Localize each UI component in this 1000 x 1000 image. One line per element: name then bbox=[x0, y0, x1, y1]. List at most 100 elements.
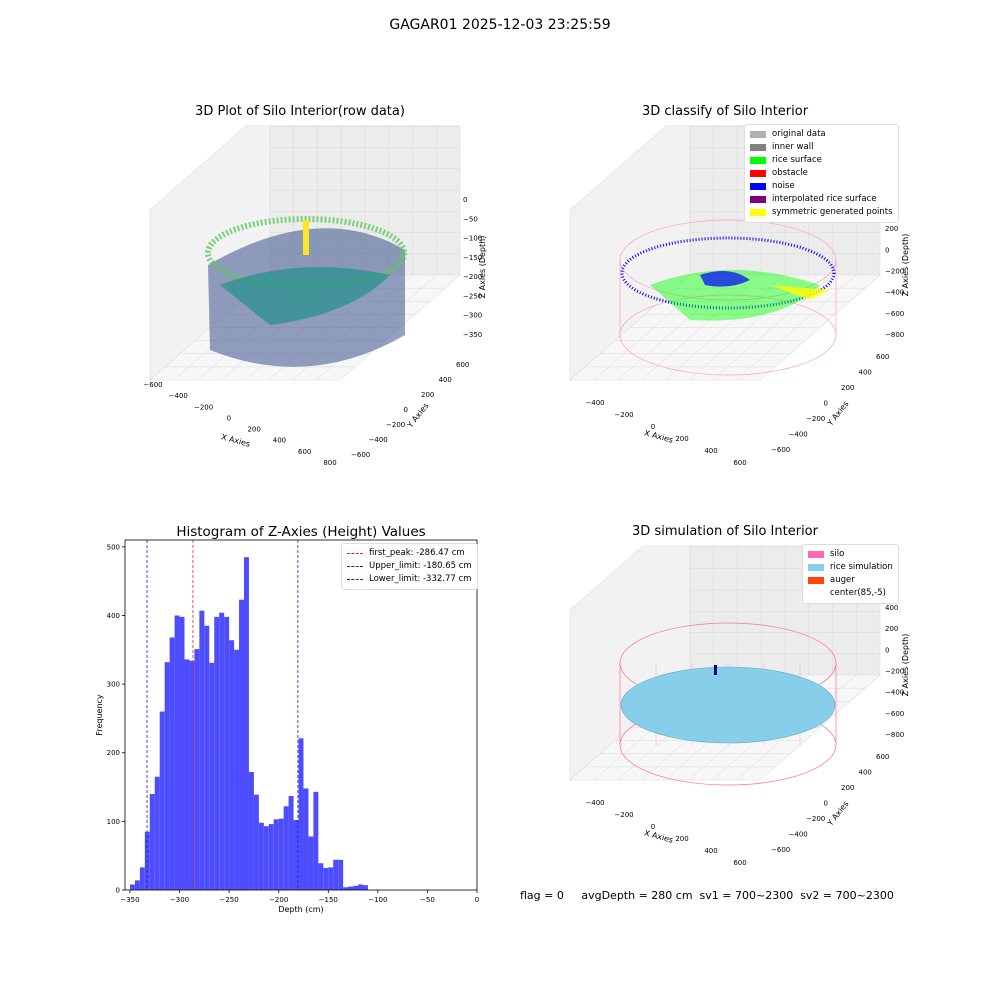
histogram-bar bbox=[219, 612, 225, 890]
y-tick-label: 500 bbox=[107, 543, 120, 551]
x-tick-label: 600 bbox=[298, 448, 311, 456]
y-tick-label: 200 bbox=[841, 784, 854, 792]
z-tick-label: −200 bbox=[885, 268, 904, 276]
x-tick-label: −400 bbox=[585, 399, 604, 407]
histogram-bar bbox=[239, 599, 244, 890]
histogram-bar bbox=[328, 867, 334, 890]
x-tick-label: 200 bbox=[675, 835, 688, 843]
y-tick-label: −400 bbox=[789, 431, 808, 439]
legend-label: symmetric generated points bbox=[772, 207, 893, 217]
z-tick-label: 0 bbox=[463, 196, 467, 204]
histogram-bar bbox=[348, 886, 354, 890]
x-tick-label: 800 bbox=[323, 459, 336, 467]
legend-swatch bbox=[808, 564, 824, 571]
z-tick-label: −400 bbox=[885, 689, 904, 697]
y-tick-label: 400 bbox=[859, 769, 872, 777]
histogram-bar bbox=[224, 616, 230, 890]
legend-label: center(85,-5) bbox=[830, 588, 886, 598]
histogram-bar bbox=[313, 791, 319, 890]
histogram-bar bbox=[273, 819, 279, 890]
histogram-bar bbox=[159, 711, 165, 890]
histogram-bar bbox=[134, 880, 140, 890]
simulation-plot-title: 3D simulation of Silo Interior bbox=[632, 524, 818, 539]
z-tick-label: −250 bbox=[463, 292, 482, 300]
histogram-bar bbox=[189, 660, 195, 890]
x-tick-label: −200 bbox=[614, 811, 633, 819]
legend-label: noise bbox=[772, 181, 795, 191]
x-tick-label: −50 bbox=[420, 896, 435, 904]
x-tick-label: 0 bbox=[651, 823, 655, 831]
y-tick-label: 0 bbox=[824, 800, 828, 808]
y-tick-label: 300 bbox=[107, 681, 120, 689]
x-axis-label: X Axies bbox=[643, 428, 674, 444]
obstacle-cloud bbox=[303, 220, 309, 255]
histogram-bar bbox=[179, 616, 185, 890]
histogram-bar bbox=[229, 640, 235, 890]
legend-item: noise bbox=[750, 180, 893, 193]
simulation-legend: silo rice simulation auger center(85,-5) bbox=[802, 544, 899, 604]
legend-item: interpolated rice surface bbox=[750, 193, 893, 206]
legend-label: Upper_limit: -180.65 cm bbox=[369, 561, 472, 571]
histogram-chart: −350 −300 −250 −200 −150 −100 −50 0 0 100 200 300 40… bbox=[95, 539, 479, 914]
y-tick-label: 200 bbox=[421, 391, 434, 399]
z-axis-label: Z Axies (Depth) bbox=[478, 236, 487, 299]
legend-item: Upper_limit: -180.65 cm bbox=[347, 560, 472, 573]
z-tick-label: −350 bbox=[463, 331, 482, 339]
histogram-bar bbox=[154, 776, 160, 890]
x-tick-label: 0 bbox=[651, 423, 655, 431]
histogram-bar bbox=[234, 649, 240, 890]
histogram-bar bbox=[308, 836, 314, 890]
legend-label: Lower_limit: -332.77 cm bbox=[369, 574, 472, 584]
legend-item: first_peak: -286.47 cm bbox=[347, 547, 472, 560]
noise-ring bbox=[620, 236, 836, 310]
legend-line-swatch bbox=[347, 566, 363, 567]
y-tick-label: 200 bbox=[841, 384, 854, 392]
histogram-bar bbox=[174, 615, 180, 890]
y-tick-label: 600 bbox=[456, 361, 469, 369]
legend-label: interpolated rice surface bbox=[772, 194, 877, 204]
z-tick-label: 200 bbox=[885, 625, 898, 633]
y-tick-label: 400 bbox=[859, 369, 872, 377]
histogram-bar bbox=[139, 867, 145, 890]
legend-label: first_peak: -286.47 cm bbox=[369, 548, 465, 558]
histogram-bar bbox=[129, 884, 135, 890]
y-tick-label: −600 bbox=[351, 451, 370, 459]
histogram-bar bbox=[283, 806, 289, 890]
z-tick-label: 400 bbox=[885, 604, 898, 612]
legend-label: rice surface bbox=[772, 155, 822, 165]
y-tick-label: −200 bbox=[806, 815, 825, 823]
legend-swatch bbox=[750, 170, 766, 177]
z-tick-label: −100 bbox=[463, 235, 482, 243]
x-tick-label: 400 bbox=[704, 447, 717, 455]
histogram-bar bbox=[149, 793, 155, 890]
legend-label: silo bbox=[830, 549, 845, 559]
histogram-bar bbox=[184, 659, 190, 890]
legend-swatch bbox=[750, 209, 766, 216]
legend-label: inner wall bbox=[772, 142, 814, 152]
y-tick-label: 400 bbox=[107, 612, 120, 620]
histogram-bar bbox=[199, 610, 205, 890]
legend-item: rice simulation bbox=[808, 561, 893, 574]
rice-surface-cloud bbox=[220, 267, 390, 325]
histogram-bar bbox=[343, 887, 349, 890]
x-tick-label: 600 bbox=[733, 859, 746, 867]
y-tick-label: 0 bbox=[116, 887, 120, 895]
z-axis-label: Z Axies (Depth) bbox=[901, 634, 910, 697]
histogram-bar bbox=[258, 822, 264, 890]
figure-title: GAGAR01 2025-12-03 23:25:59 bbox=[389, 17, 611, 33]
z-tick-label: −600 bbox=[885, 710, 904, 718]
z-tick-label: −600 bbox=[885, 310, 904, 318]
y-tick-label: −600 bbox=[771, 846, 790, 854]
noise-cluster bbox=[700, 271, 750, 287]
y-tick-label: 400 bbox=[439, 376, 452, 384]
y-tick-label: 200 bbox=[107, 749, 120, 757]
x-axis-label: Depth (cm) bbox=[278, 905, 323, 914]
histogram-bar bbox=[298, 738, 304, 890]
y-tick-label: −400 bbox=[369, 436, 388, 444]
x-tick-label: −100 bbox=[368, 896, 387, 904]
x-axis-label: X Axies bbox=[220, 432, 251, 448]
z-axis-label: Z Axies (Depth) bbox=[901, 234, 910, 297]
legend-swatch bbox=[750, 144, 766, 151]
z-tick-label: −50 bbox=[463, 215, 478, 223]
histogram-bar bbox=[204, 625, 210, 890]
